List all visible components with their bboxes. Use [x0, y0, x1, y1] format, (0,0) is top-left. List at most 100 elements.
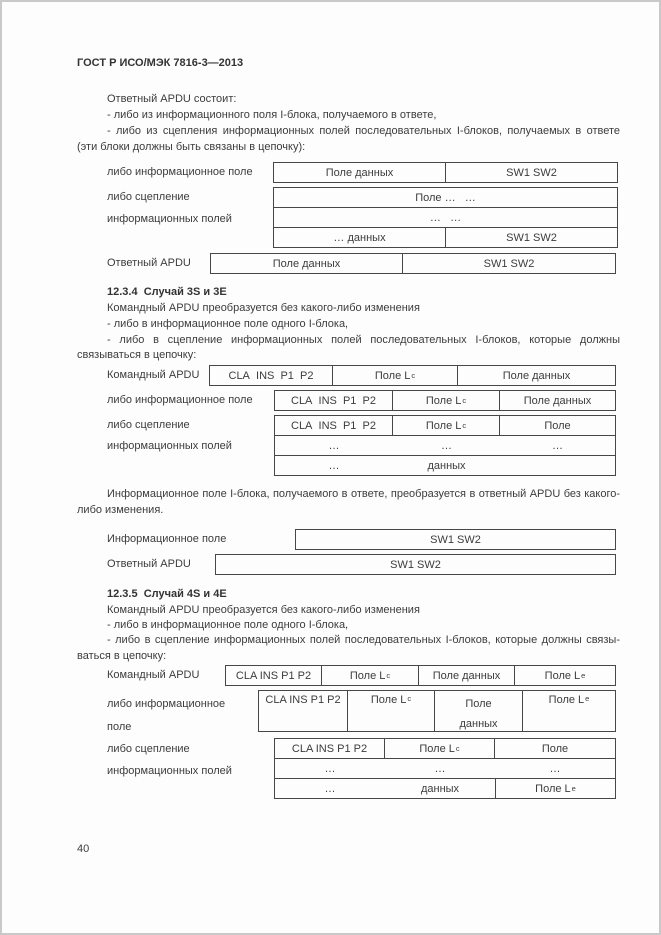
cell-dannyh: данных: [427, 459, 466, 472]
s1234-line-4: связываться в цепочку:: [77, 349, 197, 361]
cell-ellipsis: …: [552, 439, 563, 452]
data-field-line-1: Поле: [465, 698, 492, 710]
le-subscript: e: [585, 694, 590, 703]
s1234-line-1: Командный APDU преобразуется без какого-…: [107, 302, 420, 314]
d4-label-chain-1: либо сцепление: [107, 743, 190, 755]
data-field-wrapped: Поле данных: [459, 694, 497, 734]
lc-subscript: c: [407, 694, 412, 703]
cell-sw1-sw2: SW1 SW2: [445, 227, 618, 248]
cell-field: Поле: [499, 415, 616, 436]
cell-ellipsis: …: [324, 762, 336, 775]
intro-line-4: (эти блоки должны быть связаны в цепочку…: [77, 141, 306, 153]
s1235-line-1: Командный APDU преобразуется без какого-…: [107, 604, 420, 616]
cell-empty: [500, 456, 615, 475]
cell-ellipsis: …: [328, 459, 340, 472]
page-number: 40: [77, 843, 90, 855]
cell-ellipsis: …: [434, 762, 446, 775]
s1235-line-2: - либо в информационное поле одного I-бл…: [107, 619, 349, 631]
d3-row-info: SW1 SW2: [295, 529, 616, 550]
lc-field-text: Поле L: [370, 694, 407, 706]
d2-label-info-field: либо информационное поле: [107, 394, 253, 406]
cell-chain-data: … данных: [273, 227, 446, 248]
mid-line-1: Информационное поле I-блока, получаемого…: [107, 488, 620, 500]
intro-line-3: - либо из сцепления информационных полей…: [107, 125, 620, 137]
cell-data-field: Поле данных: [499, 390, 616, 411]
d1-label-chain-2: информационных полей: [107, 213, 232, 225]
cell-data-field: Поле данных: [210, 253, 403, 274]
le-field-text: Поле L: [544, 669, 581, 682]
cell-cla-ins-p1-p2: CLA INS P1 P2: [258, 690, 348, 732]
page-header: ГОСТ Р ИСО/МЭК 7816-3—2013: [77, 57, 244, 69]
d2-row-chain-3: … данных: [274, 455, 616, 476]
cell-data-field: Поле данных: [418, 665, 515, 686]
s1235-line-4: ваться в цепочку:: [77, 650, 167, 662]
cell-data-field: Поле данных: [457, 365, 616, 386]
d4-label-info-1: либо информационное: [107, 698, 226, 710]
cell-cla-ins-p1-p2: CLA INS P1 P2: [225, 665, 322, 686]
section-1234-heading: 12.3.4 Случай 3S и 3E: [107, 286, 227, 298]
lc-subscript: c: [455, 744, 460, 753]
d4-row-chain-2: … … …: [274, 758, 616, 779]
cell-data-field: Поле данных: [273, 162, 446, 183]
cell-data-field-twoline: Поле данных: [434, 690, 523, 732]
d2-row-chain-2: … … …: [274, 435, 616, 456]
le-subscript: e: [571, 784, 576, 793]
lc-field-text: Поле L: [425, 394, 462, 407]
d4-label-cmd: Командный APDU: [107, 669, 200, 681]
cell-chain-pole-dots: Поле … …: [415, 191, 476, 204]
d1-row-chain-bottom: … данных SW1 SW2: [273, 227, 618, 248]
cell-cla-ins-p1-p2: CLA INS P1 P2: [274, 415, 393, 436]
cell-dannyh: данных: [420, 782, 460, 795]
lc-field-text: Поле L: [425, 419, 462, 432]
lc-subscript: c: [462, 421, 467, 430]
d4-label-chain-2: информационных полей: [107, 765, 232, 777]
intro-line-1: Ответный APDU состоит:: [107, 93, 237, 105]
lc-subscript: c: [462, 396, 467, 405]
data-field-line-2: данных: [459, 718, 498, 730]
cell-sw1-sw2: SW1 SW2: [215, 554, 616, 575]
cell-ellipsis: …: [441, 439, 452, 452]
cell-sw1-sw2: SW1 SW2: [445, 162, 618, 183]
d1-row-chain-top: Поле … …: [273, 187, 618, 208]
d1-row-info: Поле данных SW1 SW2: [273, 162, 618, 183]
cell-ellipsis: …: [328, 439, 340, 452]
cell-ellipsis: …: [324, 782, 336, 795]
lc-subscript: c: [386, 671, 391, 680]
lc-field-text: Поле L: [374, 369, 411, 382]
lc-field-text: Поле L: [349, 669, 386, 682]
d2-label-chain-2: информационных полей: [107, 440, 232, 452]
d2-label-cmd: Командный APDU: [107, 369, 200, 381]
le-field-text: Поле L: [548, 694, 585, 706]
d1-row-response: Поле данных SW1 SW2: [210, 253, 616, 274]
d4-label-info-2: поле: [107, 721, 132, 733]
lc-subscript: c: [411, 371, 416, 380]
d2-label-chain-1: либо сцепление: [107, 419, 190, 431]
cell-cla-ins-p1-p2: CLA INS P1 P2: [209, 365, 333, 386]
cell-ellipsis: …: [549, 762, 561, 775]
s1235-line-3: - либо в сцепление информационных полей …: [107, 634, 620, 646]
cell-field: Поле: [494, 738, 616, 759]
intro-line-2: - либо из информационного поля I-блока, …: [107, 109, 437, 121]
lc-field-text: Поле L: [419, 742, 455, 755]
cell-sw1-sw2: SW1 SW2: [402, 253, 616, 274]
cell-cla-ins-p1-p2: CLA INS P1 P2: [274, 390, 393, 411]
d1-label-response: Ответный APDU: [107, 257, 191, 269]
s1234-line-2: - либо в информационное поле одного I-бл…: [107, 318, 349, 330]
cell-sw1-sw2: SW1 SW2: [295, 529, 616, 550]
